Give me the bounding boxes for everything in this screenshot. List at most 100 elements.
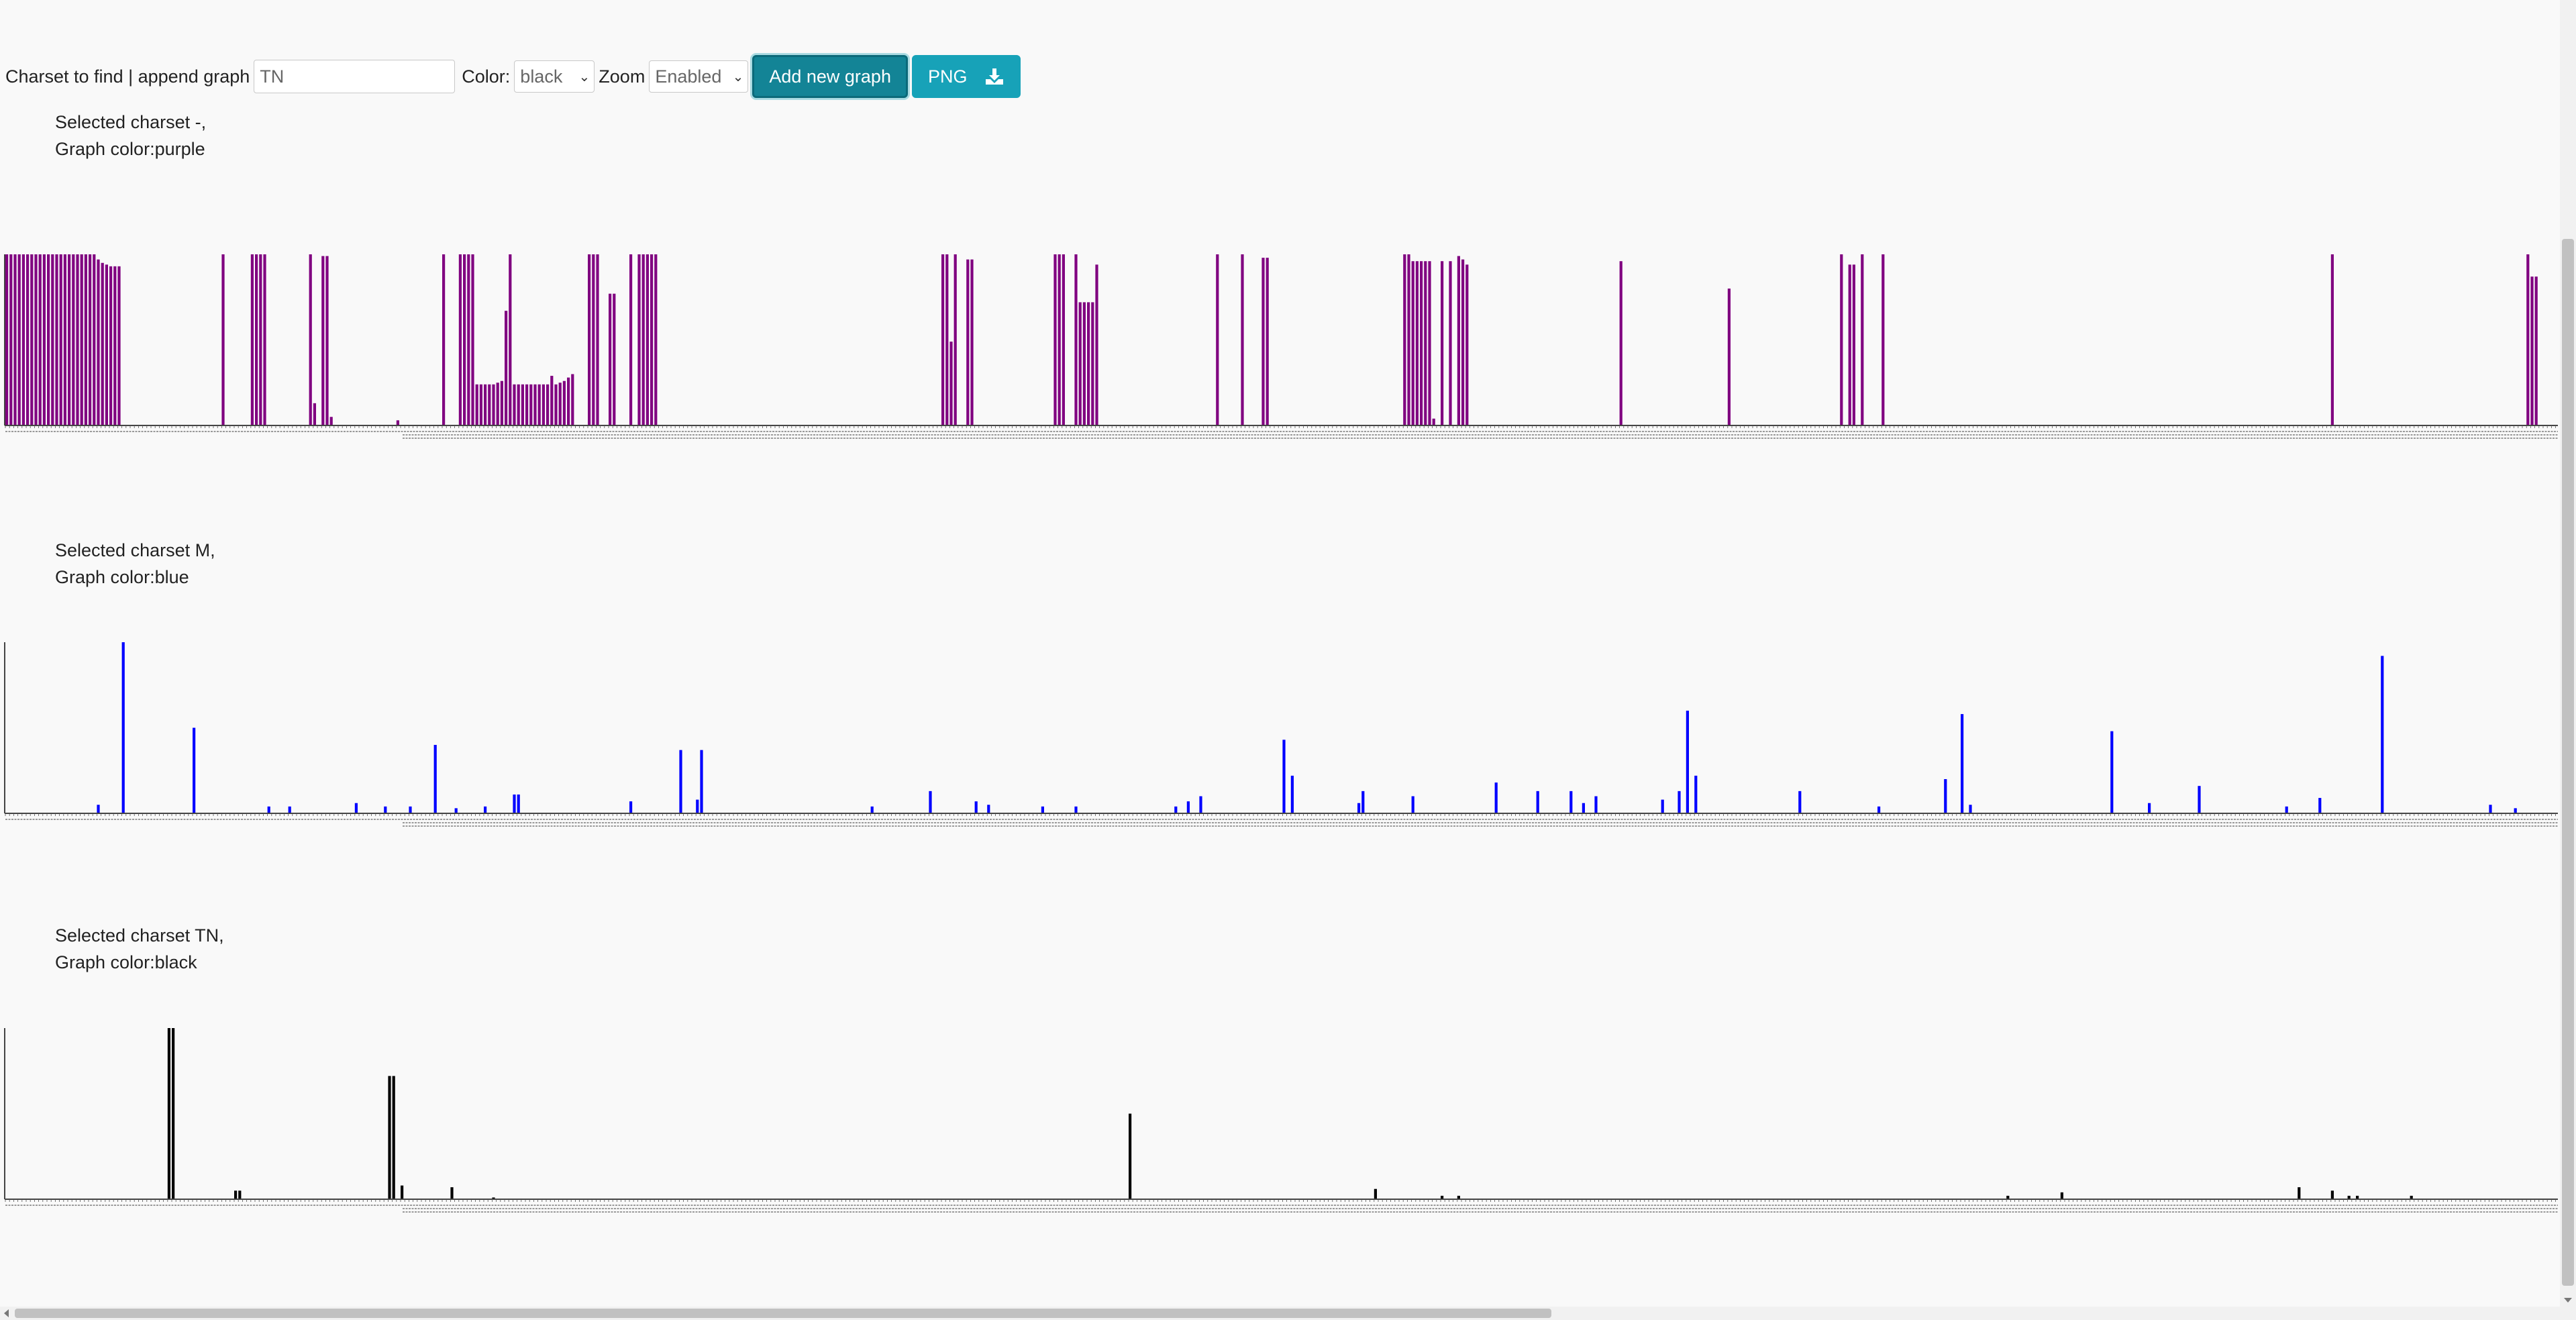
bar (949, 342, 953, 425)
bar (537, 384, 541, 425)
color-select[interactable]: black ⌄ (514, 60, 595, 93)
bar (42, 254, 46, 425)
bar (234, 1190, 238, 1199)
bar (1062, 254, 1065, 425)
bar (629, 801, 633, 813)
bar (1082, 302, 1086, 425)
bar (1282, 740, 1286, 813)
bar (84, 254, 87, 425)
png-button-label: PNG (927, 66, 968, 87)
graph-1-charset: Selected charset -, (55, 112, 207, 132)
png-download-button[interactable]: PNG (911, 55, 1021, 98)
bar (1216, 254, 1219, 425)
toolbar: Charset to find | append graph Color: bl… (5, 55, 1021, 98)
bar (1441, 261, 1444, 425)
bar (1686, 711, 1689, 813)
bar (1848, 264, 1851, 425)
bar (509, 254, 512, 425)
bar (101, 262, 104, 425)
graph-3-chart[interactable] (0, 1023, 2558, 1219)
bar (117, 266, 121, 425)
bar (1186, 801, 1190, 813)
bar (629, 254, 633, 425)
bar (492, 384, 495, 425)
bar (313, 403, 316, 425)
bar (1428, 261, 1431, 425)
bar (89, 254, 92, 425)
bar (484, 806, 487, 813)
bar (26, 254, 30, 425)
zoom-select-value: Enabled (655, 66, 722, 87)
zoom-select[interactable]: Enabled ⌄ (649, 60, 749, 93)
bar (1661, 799, 1664, 813)
bar (1432, 418, 1435, 425)
x-axis-ticks (5, 425, 2558, 439)
bar (450, 1187, 454, 1199)
bar (467, 254, 470, 425)
bar (1852, 264, 1855, 425)
bar (2514, 808, 2517, 813)
download-icon (984, 67, 1004, 86)
bar (105, 264, 108, 425)
bar (255, 254, 258, 425)
color-select-value: black (520, 66, 563, 87)
vertical-scrollbar-thumb[interactable] (2562, 239, 2574, 1286)
graph-2-color: Graph color:blue (55, 567, 189, 587)
bar (562, 380, 566, 425)
bar (2530, 276, 2534, 425)
bar (987, 805, 990, 813)
scroll-left-icon[interactable] (4, 1309, 9, 1317)
bar (929, 791, 932, 813)
bar (250, 254, 254, 425)
bar (2356, 1195, 2359, 1199)
bar (396, 420, 399, 425)
graph-1-caption: Selected charset -, Graph color:purple (55, 109, 206, 162)
add-graph-button-label: Add new graph (769, 66, 891, 87)
bar (870, 806, 874, 813)
bar (1594, 796, 1598, 813)
bar (463, 254, 466, 425)
bar (238, 1190, 242, 1199)
graph-2-chart[interactable] (0, 638, 2558, 833)
bar (1569, 791, 1573, 813)
bar (113, 266, 117, 425)
horizontal-scrollbar[interactable] (0, 1307, 2560, 1320)
add-graph-button[interactable]: Add new graph (752, 55, 908, 98)
bar (558, 383, 562, 425)
vertical-scrollbar[interactable] (2560, 0, 2576, 1320)
bar (1536, 791, 1539, 813)
bar (2534, 276, 2538, 425)
bar (542, 384, 545, 425)
bar (401, 1185, 404, 1199)
bar (471, 254, 474, 425)
bar (109, 266, 113, 425)
horizontal-scrollbar-thumb[interactable] (15, 1309, 1551, 1318)
bar (517, 794, 520, 813)
bar (1694, 775, 1698, 813)
graph-1-chart[interactable] (0, 250, 2558, 446)
bar (650, 254, 654, 425)
charset-input[interactable] (254, 60, 456, 93)
bar (571, 374, 574, 425)
bar (1678, 791, 1681, 813)
bar (9, 254, 13, 425)
charset-label: Charset to find | append graph (5, 66, 250, 87)
bar (479, 384, 482, 425)
bar (2006, 1195, 2010, 1199)
chevron-down-icon: ⌄ (578, 69, 590, 85)
bar (2381, 656, 2384, 813)
bar (2060, 1192, 2063, 1199)
bar (325, 256, 329, 425)
bar (1441, 1195, 1444, 1199)
bar (1091, 302, 1094, 425)
bar (17, 254, 21, 425)
bar (609, 293, 612, 425)
graph-3-charset: Selected charset TN, (55, 925, 224, 946)
bar (637, 254, 641, 425)
bar (1840, 254, 1843, 425)
scroll-down-icon[interactable] (2564, 1298, 2572, 1303)
bar (492, 1197, 495, 1199)
bar (267, 806, 270, 813)
bar (1420, 261, 1423, 425)
